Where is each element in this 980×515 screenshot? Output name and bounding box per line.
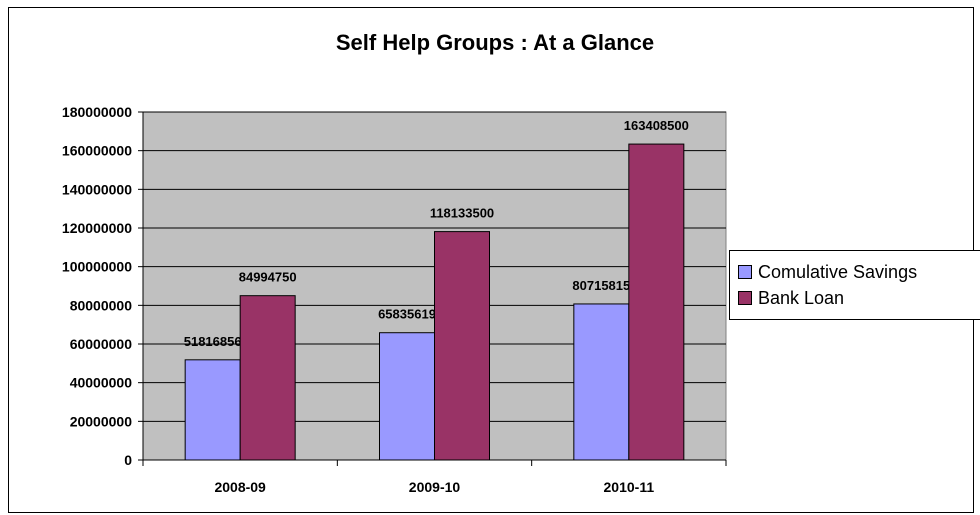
- y-tick-label: 180000000: [62, 104, 132, 120]
- x-tick-label: 2010-11: [604, 479, 655, 495]
- data-label: 51816856: [184, 334, 242, 349]
- bar-comulative-savings: [573, 303, 630, 461]
- legend-label-savings: Comulative Savings: [758, 261, 918, 282]
- y-tick-label: 80000000: [70, 297, 133, 313]
- y-tick-label: 60000000: [70, 336, 133, 352]
- legend-item-bank-loan: Bank Loan: [738, 287, 844, 309]
- legend-swatch-bank-loan: [738, 291, 752, 305]
- bar-comulative-savings: [379, 332, 435, 461]
- data-label: 163408500: [624, 118, 689, 133]
- bar-bank-loan: [628, 143, 685, 461]
- y-tick-label: 20000000: [70, 413, 133, 429]
- y-tick-label: 0: [124, 452, 132, 468]
- y-tick-label: 100000000: [62, 259, 132, 275]
- chart-legend: Comulative Savings Bank Loan: [729, 250, 980, 320]
- data-label: 80715815: [572, 278, 630, 293]
- y-tick-label: 160000000: [62, 143, 132, 159]
- y-tick-label: 120000000: [62, 220, 132, 236]
- chart-title: Self Help Groups : At a Glance: [335, 30, 655, 55]
- legend-label-bank-loan: Bank Loan: [758, 287, 845, 308]
- data-label: 65835619: [378, 307, 436, 322]
- data-label: 84994750: [239, 270, 297, 285]
- y-tick-label: 140000000: [62, 181, 132, 197]
- bar-bank-loan: [239, 295, 296, 461]
- bar-comulative-savings: [184, 359, 241, 461]
- bar-bank-loan: [434, 231, 490, 461]
- legend-item-savings: Comulative Savings: [738, 261, 917, 283]
- x-tick-label: 2009-10: [409, 479, 461, 495]
- data-label: 118133500: [430, 206, 494, 221]
- y-tick-label: 40000000: [70, 375, 133, 391]
- x-tick-label: 2008-09: [214, 479, 266, 495]
- legend-swatch-savings: [738, 265, 752, 279]
